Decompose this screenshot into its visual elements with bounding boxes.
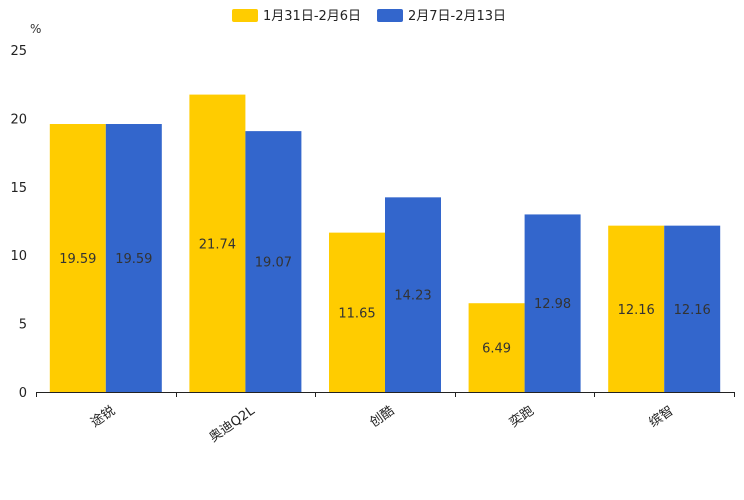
bar[interactable] [105, 124, 162, 393]
bar[interactable] [49, 124, 106, 393]
bar[interactable] [468, 303, 525, 392]
legend-swatch [377, 9, 403, 22]
y-axis-unit-label: % [30, 22, 41, 36]
data-label: 14.23 [394, 289, 431, 304]
y-tick-label: 25 [10, 44, 27, 59]
x-tick-label: 途锐 [88, 403, 118, 431]
bar[interactable] [329, 232, 385, 392]
x-tick-label: 奥迪Q2L [207, 403, 259, 445]
x-axis: 途锐 奥迪Q2L 创酷 奕跑 缤智 [36, 392, 735, 445]
bar[interactable] [245, 131, 302, 392]
data-label: 12.16 [618, 303, 655, 318]
legend-label: 1月31日-2月6日 [263, 9, 361, 24]
y-tick-label: 20 [10, 112, 27, 127]
bars [49, 94, 721, 393]
legend: 1月31日-2月6日 2月7日-2月13日 [232, 9, 506, 24]
data-label: 12.98 [534, 297, 571, 312]
legend-swatch [232, 9, 258, 22]
y-tick-label: 5 [19, 318, 27, 333]
data-labels: 19.59 19.59 21.74 19.07 11.65 14.23 6.49 12.98 1… [59, 237, 711, 356]
y-tick-label: 15 [10, 181, 27, 196]
data-label: 6.49 [482, 342, 511, 357]
data-label: 12.16 [674, 303, 711, 318]
y-tick-label: 0 [19, 386, 27, 401]
x-tick-label: 创酷 [367, 404, 397, 431]
y-axis: 0 5 10 15 20 25 [10, 44, 27, 401]
legend-item[interactable]: 1月31日-2月6日 [232, 9, 361, 24]
legend-label: 2月7日-2月13日 [408, 9, 506, 24]
y-tick-label: 10 [10, 249, 27, 264]
x-tick-label: 缤智 [646, 403, 676, 431]
data-label: 19.07 [255, 256, 292, 271]
bar[interactable] [524, 214, 581, 392]
bar[interactable] [664, 225, 721, 392]
data-label: 11.65 [338, 306, 375, 321]
bar[interactable] [608, 225, 665, 392]
bar[interactable] [385, 197, 441, 392]
legend-item[interactable]: 2月7日-2月13日 [377, 9, 506, 24]
data-label: 19.59 [59, 252, 96, 267]
data-label: 19.59 [115, 252, 152, 267]
data-label: 21.74 [199, 237, 236, 252]
bar[interactable] [189, 94, 246, 392]
x-tick-label: 奕跑 [506, 403, 536, 431]
